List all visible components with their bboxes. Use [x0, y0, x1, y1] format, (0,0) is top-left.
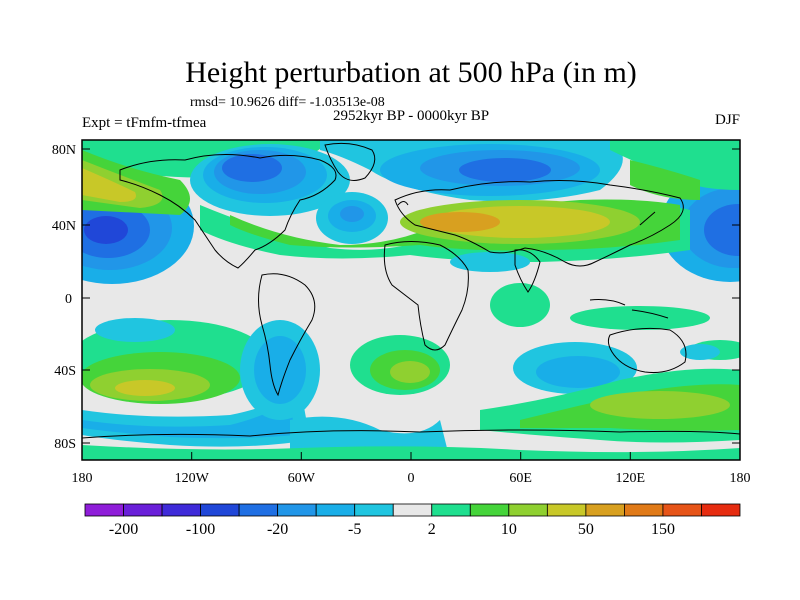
lon-tick-label: 60W	[288, 471, 316, 486]
colorbar-swatch	[84, 503, 124, 517]
season-label: DJF	[715, 112, 740, 128]
colorbar-swatch	[546, 503, 587, 517]
colorbar-label: 10	[501, 521, 517, 538]
colorbar-swatch	[392, 503, 433, 517]
colorbar-swatch	[238, 503, 279, 517]
colorbar-swatch	[469, 503, 510, 517]
lat-tick-label: 80S	[54, 437, 76, 452]
contour-field	[82, 140, 740, 460]
colorbar-swatch	[624, 503, 664, 517]
lon-tick-label: 0	[408, 471, 415, 486]
time-label: 2952kyr BP - 0000kyr BP	[333, 108, 489, 124]
stats-line: rmsd= 10.9626 diff= -1.03513e-08	[190, 95, 385, 110]
colorbar	[84, 503, 741, 517]
colorbar-label: 50	[578, 521, 594, 538]
colorbar-swatch	[200, 503, 240, 517]
colorbar-label: -20	[267, 521, 288, 538]
colorbar-label: -100	[186, 521, 215, 538]
colorbar-swatch	[161, 503, 201, 517]
lon-tick-label: 180	[730, 471, 751, 486]
colorbar-swatch	[277, 503, 317, 517]
lon-tick-label: 120E	[616, 471, 646, 486]
colorbar-swatch	[662, 503, 702, 517]
colorbar-swatch	[354, 503, 394, 517]
lat-tick-label: 0	[65, 292, 72, 307]
colorbar-swatch	[701, 503, 741, 517]
colorbar-label: -200	[109, 521, 138, 538]
lat-tick-label: 40S	[54, 364, 76, 379]
lat-axis: 80N 40N 0 40S 80S	[52, 143, 740, 452]
lat-tick-label: 80N	[52, 143, 76, 158]
colorbar-label: 150	[651, 521, 675, 538]
colorbar-labels: -200 -100 -20 -5 2 10 50 150	[109, 521, 675, 538]
plot-title: Height perturbation at 500 hPa (in m)	[185, 56, 637, 89]
coastlines	[81, 142, 741, 439]
lat-tick-label: 40N	[52, 219, 76, 234]
colorbar-swatch	[585, 503, 625, 517]
experiment-label: Expt = tFmfm-tfmea	[82, 115, 207, 131]
lon-axis: 180 120W 60W 0 60E 120E 180	[72, 452, 751, 486]
lon-tick-label: 120W	[175, 471, 210, 486]
colorbar-label: -5	[348, 521, 361, 538]
colorbar-swatch	[123, 503, 163, 517]
lon-tick-label: 180	[72, 471, 93, 486]
colorbar-label: 2	[428, 521, 436, 538]
map-panel	[81, 139, 741, 461]
colorbar-swatch	[508, 503, 548, 517]
colorbar-swatch	[431, 503, 471, 517]
lon-tick-label: 60E	[509, 471, 532, 486]
colorbar-swatch	[315, 503, 356, 517]
